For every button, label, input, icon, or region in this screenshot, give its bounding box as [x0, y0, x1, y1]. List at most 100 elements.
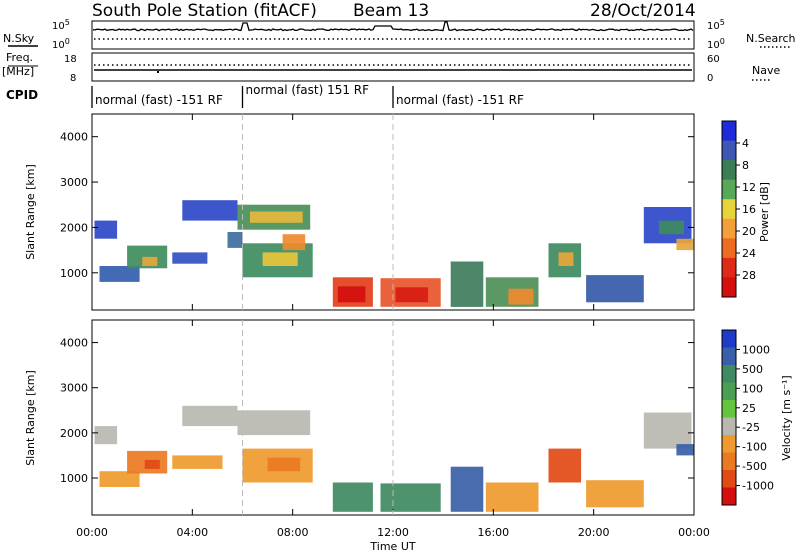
- velocity-echo-region: [548, 448, 582, 483]
- nave-outlier: [157, 71, 159, 73]
- velocity-echo-region: [144, 459, 160, 469]
- time-tick-label: 00:00: [76, 526, 108, 539]
- y-tick-label: 4000: [60, 337, 88, 350]
- freq-left-top: 18: [64, 54, 77, 65]
- power-echo-region: [395, 287, 429, 303]
- noise-right-top: 105: [707, 18, 725, 33]
- freq-panel-frame: [91, 52, 695, 82]
- velocity-ylabel: Slant Range [km]: [24, 370, 37, 466]
- y-tick-label: 3000: [60, 176, 88, 189]
- colorbar-tick-label: -100: [742, 441, 767, 454]
- colorbar-swatch: [722, 257, 736, 278]
- velocity-data-layer: [94, 405, 694, 512]
- colorbar-swatch: [722, 199, 736, 220]
- noise-sky-line: [92, 21, 694, 32]
- cpid-segment-label: normal (fast) -151 RF: [95, 93, 223, 107]
- power-echo-region: [250, 211, 303, 223]
- station-title: South Pole Station (fitACF): [92, 1, 317, 21]
- velocity-panel: 1000 2000 3000 4000 Slant Range [km] 1000 50…: [24, 319, 793, 516]
- power-echo-region: [182, 200, 238, 221]
- y-tick-label: 1000: [60, 472, 88, 485]
- colorbar-tick-label: 20: [742, 225, 756, 238]
- freq-unit-label: [MHz]: [2, 65, 34, 78]
- time-axis-label: Time UT: [369, 540, 415, 553]
- colorbar-swatch: [722, 470, 736, 488]
- velocity-echo-region: [485, 482, 539, 512]
- velocity-echo-region: [380, 483, 441, 512]
- power-echo-region: [508, 288, 534, 305]
- power-echo-region: [99, 266, 140, 282]
- velocity-echo-region: [450, 466, 484, 512]
- velocity-echo-region: [676, 444, 694, 456]
- cpid-segments: normal (fast) -151 RF normal (fast) 151 R…: [91, 83, 524, 108]
- noise-left-bottom: 100: [52, 37, 70, 52]
- colorbar-tick-label: 28: [742, 269, 756, 282]
- power-echo-region: [658, 220, 684, 235]
- velocity-echo-region: [172, 455, 223, 469]
- noise-right-bottom: 100: [707, 37, 725, 52]
- colorbar-tick-label: 25: [742, 402, 756, 415]
- colorbar-tick-label: 8: [742, 159, 749, 172]
- colorbar-frame: [721, 329, 737, 506]
- time-tick-label: 12:00: [377, 526, 409, 539]
- colorbar-swatch: [722, 365, 736, 383]
- velocity-echo-region: [237, 410, 311, 436]
- power-echo-region: [282, 234, 306, 251]
- colorbar-swatch: [722, 382, 736, 401]
- nsearch-label: N.Search: [746, 32, 796, 45]
- y-tick-label: 3000: [60, 382, 88, 395]
- colorbar-swatch: [722, 330, 736, 348]
- power-echo-region: [142, 256, 158, 266]
- power-echo-region: [586, 275, 644, 303]
- colorbar-swatch: [722, 121, 736, 142]
- time-axis-ticks: 00:00 04:00 08:00 12:00 16:00 20:00 00:00: [76, 526, 710, 539]
- nsky-label: N.Sky: [3, 32, 35, 45]
- colorbar-swatch: [722, 218, 736, 239]
- velocity-echo-region: [586, 480, 644, 508]
- colorbar-tick-label: 1000: [742, 343, 770, 356]
- noise-left-top: 105: [52, 18, 70, 33]
- colorbar-swatch: [722, 400, 736, 418]
- velocity-echo-region: [643, 412, 692, 449]
- colorbar-swatch: [722, 452, 736, 471]
- nave-label: Nave: [752, 64, 780, 77]
- power-echo-region: [262, 252, 298, 266]
- time-tick-label: 16:00: [477, 526, 509, 539]
- power-echo-region: [450, 261, 484, 307]
- power-ylabel: Slant Range [km]: [24, 164, 37, 260]
- freq-label: Freq.: [6, 51, 33, 64]
- colorbar-tick-label: -500: [742, 460, 767, 473]
- velocity-echo-region: [267, 457, 301, 472]
- colorbar-swatch: [722, 435, 736, 453]
- colorbar-tick-label: -25: [742, 421, 760, 434]
- power-colorbar-label: Power [dB]: [758, 182, 771, 242]
- colorbar-swatch: [722, 179, 736, 200]
- colorbar-swatch: [722, 238, 736, 259]
- velocity-echo-region: [332, 482, 373, 512]
- power-echo-region: [227, 232, 243, 248]
- y-tick-label: 4000: [60, 131, 88, 144]
- time-tick-label: 20:00: [578, 526, 610, 539]
- freq-panel: 18 8 60 0 Freq. [MHz] Nave: [2, 51, 780, 84]
- noise-panel-frame: [91, 20, 695, 50]
- beam-title: Beam 13: [353, 1, 429, 21]
- noise-panel: 105 100 105 100 N.Sky N.Search: [3, 18, 796, 52]
- power-echo-region: [172, 252, 208, 264]
- time-tick-label: 08:00: [277, 526, 309, 539]
- y-tick-label: 1000: [60, 267, 88, 280]
- power-echo-region: [558, 252, 574, 266]
- power-colorbar: 28 24 20 16 12 8 4: [721, 120, 756, 298]
- colorbar-swatch: [722, 140, 736, 161]
- colorbar-tick-label: 4: [742, 137, 749, 150]
- power-echo-region: [676, 238, 694, 251]
- colorbar-tick-label: -1000: [742, 480, 774, 493]
- colorbar-swatch: [722, 277, 736, 298]
- power-data-layer: [94, 200, 694, 307]
- colorbar-tick-label: 100: [742, 382, 763, 395]
- y-tick-label: 2000: [60, 221, 88, 234]
- cpid-segment-label: normal (fast) -151 RF: [396, 93, 524, 107]
- velocity-echo-region: [94, 426, 118, 445]
- power-panel: 1000 2000 3000 4000 Slant Range [km] 28 24 20…: [24, 113, 771, 311]
- colorbar-swatch: [722, 417, 736, 436]
- power-axes: 1000 2000 3000 4000: [60, 114, 695, 310]
